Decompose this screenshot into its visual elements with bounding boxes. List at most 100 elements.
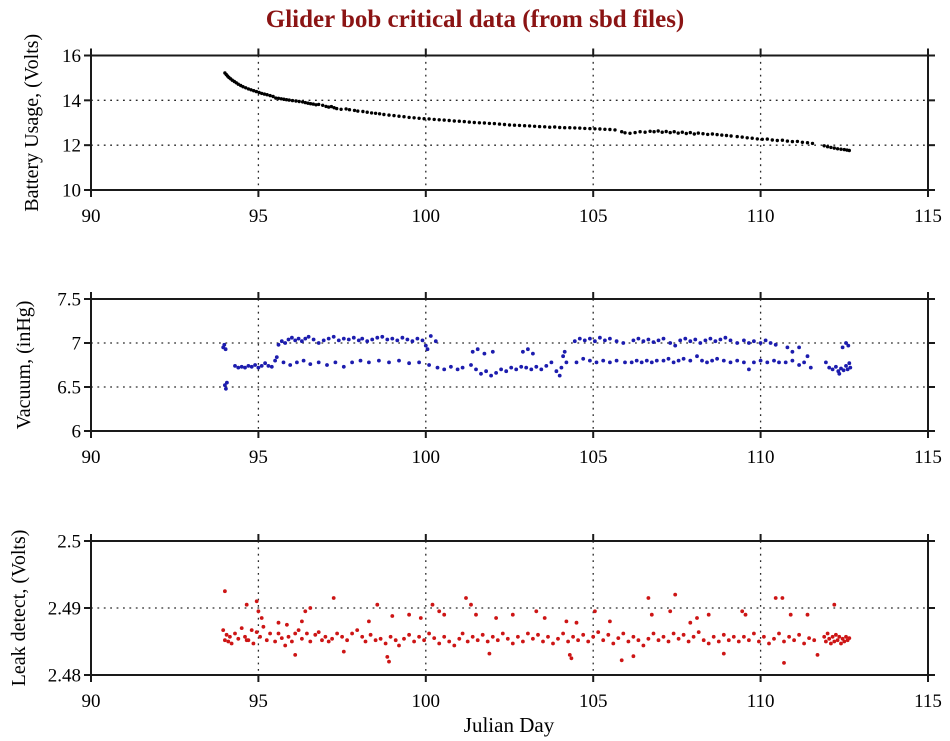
data-point (829, 145, 833, 150)
data-point (279, 97, 283, 101)
data-point (837, 634, 842, 639)
data-point (703, 338, 708, 343)
data-point (462, 119, 466, 124)
data-point (847, 361, 852, 366)
data-point (465, 639, 470, 644)
data-point (224, 632, 229, 637)
data-point (239, 626, 244, 630)
data-point (758, 341, 763, 345)
data-point (380, 334, 385, 339)
data-point (341, 336, 346, 341)
data-point (495, 638, 500, 643)
data-point (569, 656, 574, 661)
data-point (559, 365, 564, 370)
data-point (802, 641, 806, 646)
data-point (274, 355, 279, 359)
data-point (701, 132, 705, 136)
data-point (522, 124, 527, 128)
data-point (393, 638, 398, 643)
data-point (361, 109, 365, 114)
data-point (320, 638, 324, 643)
data-point (747, 367, 751, 372)
data-point (341, 649, 346, 654)
data-point (847, 636, 852, 640)
data-point (223, 589, 227, 594)
data-point (308, 606, 313, 610)
data-point (834, 632, 838, 637)
data-point (397, 643, 401, 648)
data-point (735, 134, 739, 139)
data-point (577, 336, 582, 341)
data-point (763, 338, 768, 343)
data-point (792, 638, 796, 643)
data-point (621, 631, 626, 636)
data-point (634, 358, 639, 363)
data-point (293, 653, 298, 657)
data-point (437, 118, 441, 122)
data-point (246, 87, 251, 91)
data-point (516, 634, 520, 639)
data-point (566, 639, 570, 644)
data-point (423, 343, 428, 348)
data-point (797, 363, 801, 367)
data-point (671, 360, 676, 365)
data-point (385, 337, 390, 342)
data-point (276, 620, 281, 625)
data-point (808, 365, 813, 370)
data-point (581, 356, 586, 361)
data-point (583, 126, 587, 131)
y-tick-label: 7.5 (57, 290, 81, 311)
data-point (412, 116, 416, 120)
data-point (752, 339, 756, 344)
data-point (300, 339, 304, 344)
data-point (840, 636, 845, 641)
data-point (780, 596, 785, 600)
data-point (254, 630, 259, 634)
data-point (765, 137, 769, 141)
data-point (802, 360, 806, 365)
data-point (574, 360, 579, 365)
data-point (296, 628, 301, 632)
data-point (223, 638, 227, 643)
data-point (263, 361, 267, 366)
data-point (631, 654, 636, 659)
data-point (517, 123, 522, 128)
data-point (479, 371, 483, 376)
data-point (402, 115, 406, 119)
data-point (428, 334, 433, 338)
data-point (397, 358, 401, 363)
data-point (335, 106, 339, 111)
data-point (827, 365, 832, 370)
data-point (492, 121, 497, 126)
data-point (692, 132, 696, 136)
data-point (770, 138, 774, 142)
leak-detect-points (221, 589, 852, 665)
data-point (244, 86, 248, 90)
data-point (482, 121, 487, 125)
data-point (347, 108, 352, 112)
data-point (626, 639, 631, 644)
data-point (317, 102, 321, 107)
data-point (306, 101, 310, 105)
data-point (700, 358, 704, 363)
data-point (437, 641, 442, 646)
y-tick-label: 2.48 (48, 666, 81, 687)
data-point (666, 639, 671, 644)
data-point (780, 138, 785, 142)
data-point (654, 358, 659, 363)
data-point (390, 614, 395, 618)
data-point (249, 628, 254, 632)
data-point (846, 343, 851, 348)
data-point (812, 638, 817, 643)
data-point (668, 609, 673, 614)
data-point (593, 609, 597, 614)
data-point (711, 634, 716, 639)
data-point (822, 144, 826, 148)
data-point (673, 343, 678, 348)
data-point (735, 358, 740, 363)
data-point (539, 367, 544, 372)
data-point (363, 639, 368, 644)
y-tick-label: 16 (62, 46, 81, 67)
data-point (387, 360, 391, 365)
data-point (752, 631, 756, 636)
